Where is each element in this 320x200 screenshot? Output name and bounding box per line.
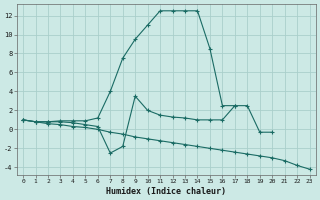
X-axis label: Humidex (Indice chaleur): Humidex (Indice chaleur) bbox=[106, 187, 226, 196]
